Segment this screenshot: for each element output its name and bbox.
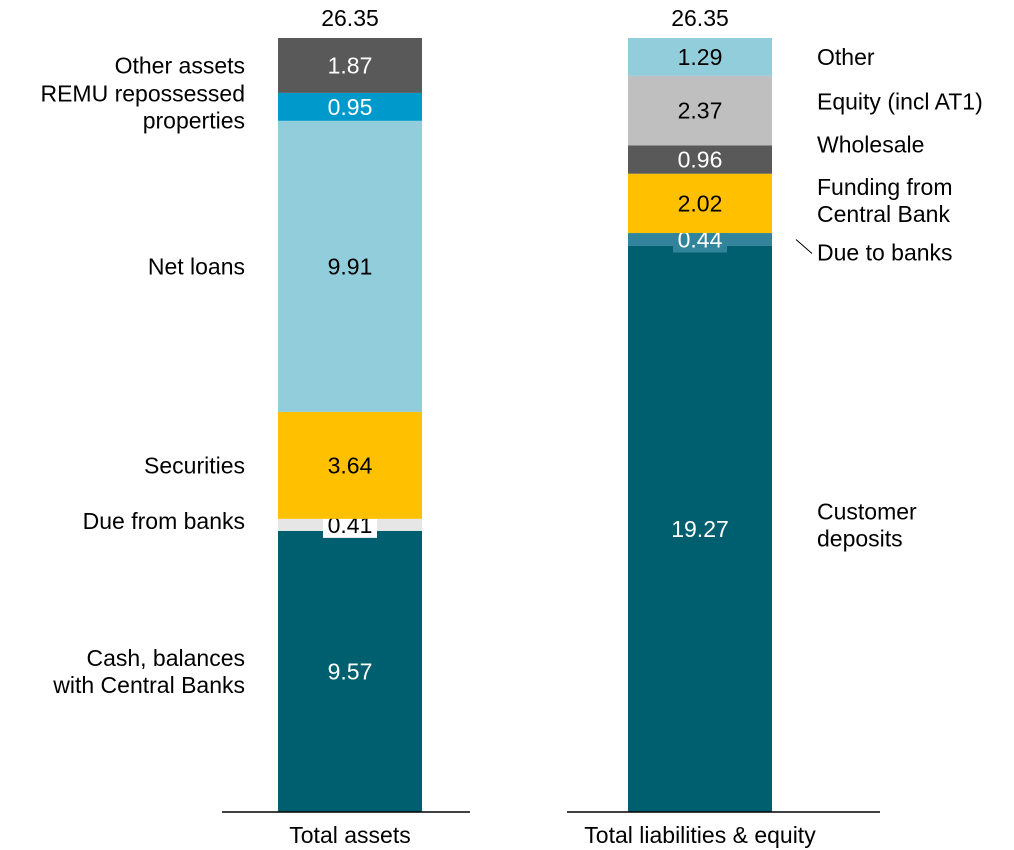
bar-1-segment-securities-value-label: 3.64 (328, 452, 373, 478)
bar-1-segment-remu-repossessed-properties (278, 92, 422, 121)
bar-2-segment-equity-incl-at1-value-label: 2.37 (678, 98, 723, 124)
bar-2-segment-equity-incl-at1 (628, 75, 772, 146)
bar-1-segment-net-loans (278, 120, 422, 412)
bar-1-segment-remu-repossessed-properties-name-label: REMU repossessed properties (40, 80, 245, 133)
bar-1-segment-securities-name-label: Securities (144, 452, 245, 478)
bar-2-total-label: 26.35 (671, 5, 729, 31)
bar-2-segment-equity-incl-at1-name-label: Equity (incl AT1) (817, 89, 983, 115)
bar-2-segment-other-value-label: 1.29 (678, 44, 723, 70)
bar-1-segment-cash-balances-with-central-banks-value-label: 9.57 (328, 658, 373, 684)
bar-2-segment-customer-deposits-value-label: 19.27 (671, 516, 729, 542)
bar-1-segment-net-loans-value-label: 9.91 (328, 253, 373, 279)
bar-1-segment-net-loans-name-label: Net loans (148, 253, 245, 279)
bar-2-segment-due-to-banks-leader-line (795, 239, 813, 254)
bar-1-segment-due-from-banks-name-label: Due from banks (83, 508, 245, 534)
bar-2-segment-due-to-banks-name-label: Due to banks (817, 240, 953, 266)
x-tick-label-total-liabilities-equity: Total liabilities & equity (584, 822, 816, 848)
bar-2-segment-wholesale-name-label: Wholesale (817, 132, 924, 158)
bar-1-total-label: 26.35 (321, 5, 379, 31)
bar-1-segment-remu-repossessed-properties-value-label: 0.95 (328, 94, 373, 120)
bar-1-segment-other-assets (278, 38, 422, 93)
bar-2-segment-funding-from-central-bank (628, 173, 772, 234)
bar-2-segment-other-name-label: Other (817, 44, 875, 70)
bar-1-segment-securities (278, 411, 422, 519)
bar-2-segment-other (628, 38, 772, 76)
bar-2-segment-customer-deposits-name-label: Customer deposits (817, 498, 917, 551)
bar-2-segment-wholesale (628, 145, 772, 174)
bar-1-segment-other-assets-name-label: Other assets (115, 52, 245, 78)
bar-1-segment-cash-balances-with-central-banks-name-label: Cash, balances with Central Banks (52, 645, 245, 698)
bar-1-segment-cash-balances-with-central-banks (278, 530, 422, 812)
bar-2-segment-wholesale-value-label: 0.96 (678, 147, 723, 173)
bar-2-segment-customer-deposits (628, 245, 772, 812)
bar-2-segment-funding-from-central-bank-name-label: Funding from Central Bank (817, 174, 953, 227)
bar-1-segment-other-assets-value-label: 1.87 (328, 52, 373, 78)
x-tick-label-total-assets: Total assets (289, 822, 410, 848)
bar-2-segment-funding-from-central-bank-value-label: 2.02 (678, 190, 723, 216)
